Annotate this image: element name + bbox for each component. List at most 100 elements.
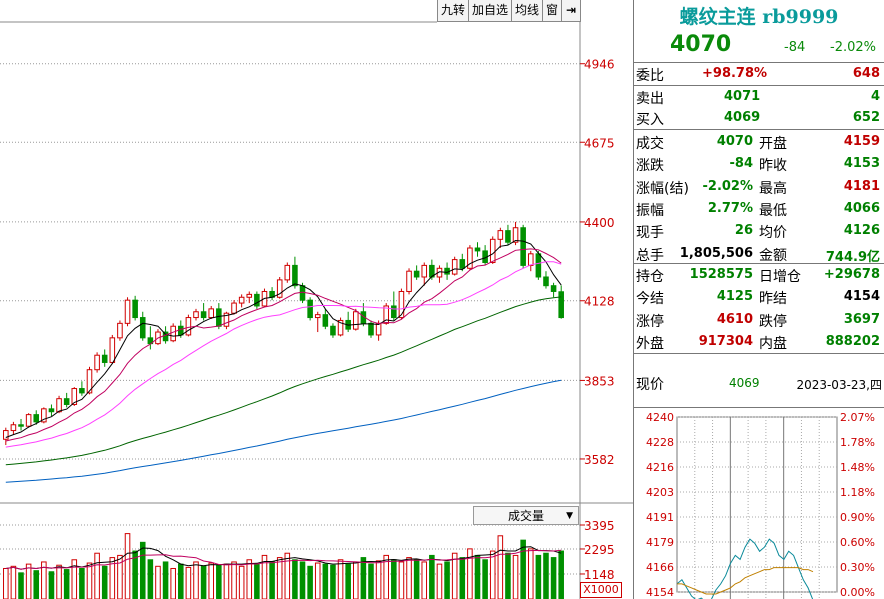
candle-body [406, 270, 412, 292]
volume-bar [223, 563, 230, 599]
volume-bar [79, 567, 85, 599]
volume-bar [444, 561, 450, 599]
jiuzhuan-button[interactable]: 九转 [438, 0, 470, 22]
candle-body [25, 414, 32, 427]
y-tick-label: 4400 [584, 216, 615, 230]
candle-body [139, 317, 146, 339]
intraday-price-tick: 4216 [646, 461, 674, 474]
volume-bar [558, 550, 564, 599]
stat-value: 4610 [716, 311, 753, 327]
volume-bar [459, 557, 466, 599]
candle-body [421, 264, 428, 278]
intraday-chart[interactable]: 4240 2.07% 4228 1.78% 4216 1.48% 4203 1.18% 4191… [634, 408, 884, 599]
stat-value: 4159 [843, 134, 880, 149]
stat-label: 均价 [759, 225, 787, 242]
intraday-pct-tick: 2.07% [840, 411, 875, 424]
kline-chart-area[interactable]: 4946 4675 4400 4128 3853 3582 3395 2295 1148 九转 … [0, 0, 633, 599]
stat-label: 成交 [636, 136, 664, 152]
candle-body [117, 322, 123, 339]
intraday-frame [676, 416, 838, 593]
stat-label: 开盘 [759, 136, 787, 152]
volume-bar [117, 554, 123, 599]
volume-bar [261, 554, 268, 599]
candle-body [489, 238, 496, 263]
intraday-pct-tick: 0.30% [840, 561, 875, 574]
volume-bar [48, 571, 55, 599]
candle-body [48, 408, 55, 413]
intraday-pct-tick: 1.78% [840, 436, 875, 449]
chart-toolbar: 九转 加自选 均线 窗 ⇥ [437, 0, 582, 22]
window-button[interactable]: 窗 [543, 0, 563, 22]
stat-label: 内盘 [759, 335, 787, 352]
intraday-pct-tick: 1.18% [840, 486, 875, 499]
candle-body [200, 311, 207, 319]
volume-bar [124, 533, 131, 599]
candle-body [178, 325, 184, 336]
stat-label: 涨停 [636, 313, 664, 330]
moving-average-button[interactable]: 均线 [512, 0, 544, 22]
stat-label: 外盘 [636, 335, 664, 352]
volume-bar [451, 552, 458, 599]
volume-bar [375, 560, 382, 599]
stat-label: 金额 [759, 247, 787, 264]
stat2-row: 外盘 917304 内盘 888202 [634, 331, 884, 353]
stat-value: 888202 [825, 333, 880, 349]
intraday-price-tick: 4179 [646, 536, 674, 549]
stat-value: +29678 [823, 267, 880, 282]
candle-body [505, 230, 511, 243]
candle-body [398, 290, 405, 319]
candle-body [216, 308, 222, 327]
y-tick-label: 4946 [584, 58, 615, 72]
volume-ma-line [5, 549, 562, 570]
stat-label: 最高 [759, 180, 787, 197]
volume-tick-label: 2295 [584, 543, 615, 557]
candle-body [467, 247, 473, 269]
stat-label: 昨结 [759, 291, 787, 308]
candle-body [79, 388, 85, 394]
volume-bar [25, 563, 32, 599]
volume-bar [178, 563, 184, 599]
candle-body [10, 424, 17, 432]
volume-bar [474, 554, 481, 599]
intraday-avg-line [677, 567, 814, 595]
intraday-price-tick: 4191 [646, 511, 674, 524]
volume-bar [269, 561, 275, 599]
candle-body [391, 305, 397, 319]
intraday-price-tick: 4203 [646, 486, 674, 499]
stat-value: 917304 [698, 333, 753, 349]
stat-value: -84 [729, 156, 754, 172]
candle-body [101, 354, 108, 363]
candle-body [18, 424, 24, 427]
volume-bar [512, 554, 519, 599]
volume-indicator-select[interactable]: 成交量 ▼ [473, 506, 579, 525]
stat-value: 4125 [716, 289, 753, 305]
volume-bar [497, 535, 504, 599]
volume-bar [231, 561, 237, 599]
candle-body [512, 227, 519, 243]
stat-value: 4154 [843, 289, 880, 305]
volume-bar [284, 552, 291, 599]
volume-bar [421, 561, 428, 599]
volume-bar [482, 559, 488, 599]
sell-row: 卖出 4071 4 [636, 89, 880, 107]
exit-arrow-icon[interactable]: ⇥ [562, 0, 582, 22]
candle-body [33, 414, 40, 423]
candle-body [223, 312, 230, 327]
volume-bar [86, 562, 93, 599]
stat2-row: 涨停 4610 跌停 3697 [634, 309, 884, 331]
stat-row: 振幅 2.77% 最低 4066 [634, 198, 884, 220]
volume-bar [406, 557, 412, 599]
intraday-pct-tick: 0.60% [840, 536, 875, 549]
candle-body [193, 311, 199, 319]
volume-bar [10, 565, 17, 599]
buy-row: 买入 4069 652 [636, 110, 880, 128]
y-tick-label: 3853 [584, 374, 615, 388]
ma-line-ma120 [5, 379, 562, 483]
volume-bar [101, 565, 108, 599]
candle-body [292, 264, 298, 287]
ma-line-ma60 [5, 296, 562, 466]
candle-body [413, 270, 420, 278]
stat-row: 涨幅(结) -2.02% 最高 4181 [634, 176, 884, 198]
add-watchlist-button[interactable]: 加自选 [469, 0, 513, 22]
candle-body [330, 325, 336, 336]
